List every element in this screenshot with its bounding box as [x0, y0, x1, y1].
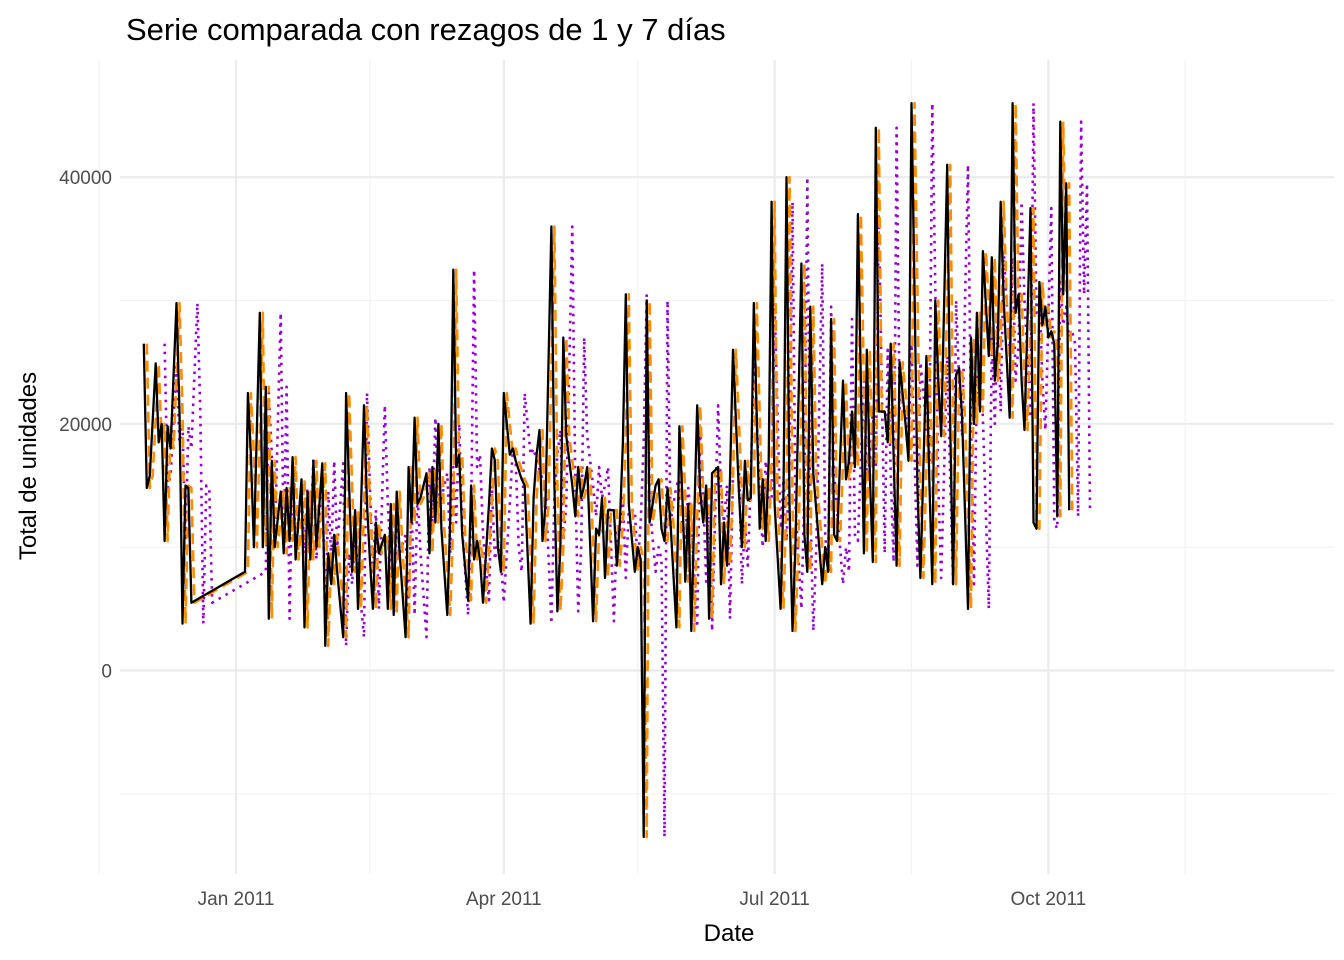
y-tick-label: 40000 — [59, 168, 112, 189]
y-axis-title: Total de unidades — [15, 372, 42, 560]
x-axis-title: Date — [704, 920, 755, 947]
x-tick-label: Oct 2011 — [1011, 889, 1087, 910]
x-tick-label: Apr 2011 — [466, 889, 542, 910]
y-tick-label: 20000 — [59, 415, 112, 436]
chart-title: Serie comparada con rezagos de 1 y 7 día… — [126, 12, 726, 47]
series-original — [142, 102, 1071, 839]
x-tick-label: Jul 2011 — [739, 889, 809, 910]
y-tick-labels: 0 20000 40000 — [59, 168, 112, 682]
series-lag-1-day — [145, 101, 1074, 839]
x-tick-labels: Jan 2011 Apr 2011 Jul 2011 Oct 2011 — [198, 889, 1087, 910]
x-tick-label: Jan 2011 — [198, 889, 275, 910]
series-layer — [142, 101, 1092, 839]
y-tick-label: 0 — [101, 662, 112, 683]
